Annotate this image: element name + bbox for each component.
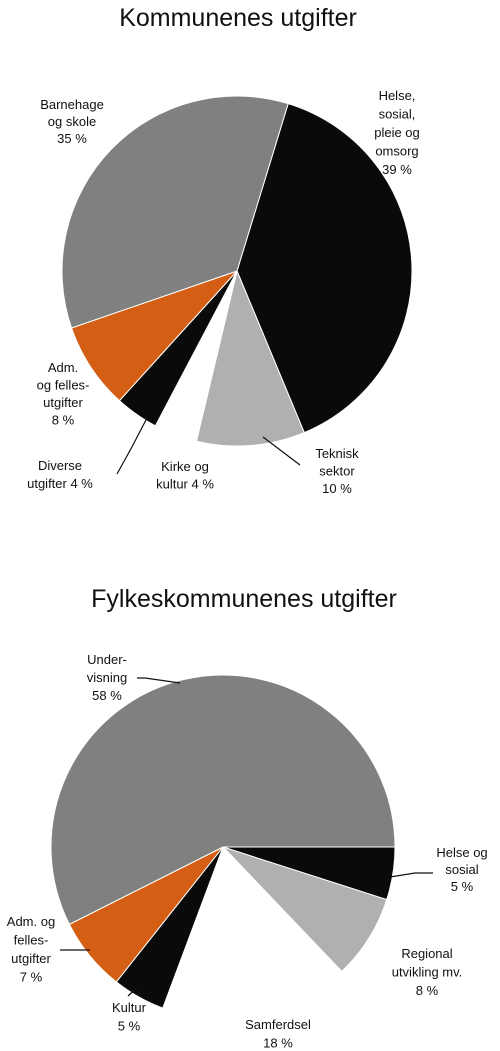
pie-slice bbox=[50, 674, 396, 926]
slice-label-line: Adm. og bbox=[7, 914, 55, 929]
slice-label-line: omsorg bbox=[375, 144, 418, 159]
leader-line bbox=[389, 872, 433, 878]
slice-label-line: utvikling mv. bbox=[392, 965, 463, 980]
pie-slice bbox=[236, 103, 413, 434]
slice-label-line: Under- bbox=[87, 652, 127, 667]
slice-label: Regional utvikling mv. 8 % bbox=[392, 946, 463, 998]
slice-label-line: utgifter bbox=[43, 395, 83, 410]
slice-label-line: Regional bbox=[401, 946, 452, 961]
slice-label-line: sosial, bbox=[379, 107, 416, 122]
leader-line bbox=[127, 984, 141, 997]
slice-label: Diverse utgifter 4 % bbox=[27, 458, 93, 491]
slice-label-line: sektor bbox=[319, 464, 355, 479]
leader-line bbox=[116, 415, 149, 475]
slice-label-line: 5 % bbox=[451, 879, 474, 894]
slice-label: Kultur 5 % bbox=[112, 1000, 147, 1034]
slice-label-line: Teknisk bbox=[315, 446, 359, 461]
slice-label: Teknisk sektor 10 % bbox=[315, 446, 359, 496]
slice-label-line: pleie og bbox=[374, 125, 420, 140]
leader-line bbox=[262, 436, 301, 466]
leader-line bbox=[137, 677, 181, 684]
slice-label: Kirke og kultur 4 % bbox=[156, 459, 214, 492]
slice-label-line: 58 % bbox=[92, 688, 122, 703]
pie-slice bbox=[61, 95, 289, 329]
slice-label-line: sosial bbox=[445, 862, 478, 877]
slice-label-line: 39 % bbox=[382, 162, 412, 177]
slice-label-line: utgifter bbox=[11, 951, 51, 966]
slice-label: Samferdsel 18 % bbox=[245, 1017, 311, 1051]
slice-label-line: 35 % bbox=[57, 131, 87, 146]
slice-label-line: 10 % bbox=[322, 481, 352, 496]
slice-label: Helse, sosial, pleie og omsorg 39 % bbox=[374, 88, 420, 177]
slice-label-line: kultur 4 % bbox=[156, 477, 214, 492]
slice-label-line: visning bbox=[87, 670, 127, 685]
slice-label: Adm. og felles-utgifter 8 % bbox=[37, 360, 90, 428]
slice-label-line: utgifter 4 % bbox=[27, 476, 93, 491]
slice-label-line: og skole bbox=[48, 114, 96, 129]
slice-label-line: 7 % bbox=[20, 970, 43, 985]
chart-title-kommuner: Kommunenes utgifter bbox=[119, 4, 357, 32]
slice-label-line: Kirke og bbox=[161, 459, 209, 474]
slice-label: Barnehage og skole 35 % bbox=[40, 97, 104, 146]
slice-label-line: Samferdsel bbox=[245, 1017, 311, 1032]
slice-label-line: felles- bbox=[14, 933, 49, 948]
pie-fylkeskommuner: Helse og sosial 5 % Regional utvikling mv. 8 … bbox=[7, 652, 488, 1051]
pie-slice bbox=[195, 269, 305, 447]
slice-label-line: 5 % bbox=[118, 1019, 141, 1034]
slice-label: Under-visning 58 % bbox=[87, 652, 127, 703]
slice-label-line: Helse, bbox=[379, 88, 416, 103]
slice-label-line: Helse og bbox=[436, 845, 487, 860]
pie-kommuner: Helse, sosial, pleie og omsorg 39 % Teknisk se… bbox=[27, 88, 420, 496]
slice-label-line: Adm. bbox=[48, 360, 78, 375]
slice-label-line: Barnehage bbox=[40, 97, 104, 112]
slice-label: Helse og sosial 5 % bbox=[436, 845, 487, 894]
slice-label-line: og felles- bbox=[37, 378, 90, 393]
slice-label: Adm. og felles-utgifter 7 % bbox=[7, 914, 55, 985]
slice-label-line: 8 % bbox=[416, 983, 439, 998]
pie-slice bbox=[162, 846, 343, 1020]
slice-label-line: 8 % bbox=[52, 413, 75, 428]
slice-label-line: Kultur bbox=[112, 1000, 147, 1015]
chart-title-fylkeskommuner: Fylkeskommunenes utgifter bbox=[91, 585, 397, 613]
slice-label-line: 18 % bbox=[263, 1036, 293, 1051]
slice-label-line: Diverse bbox=[38, 458, 82, 473]
